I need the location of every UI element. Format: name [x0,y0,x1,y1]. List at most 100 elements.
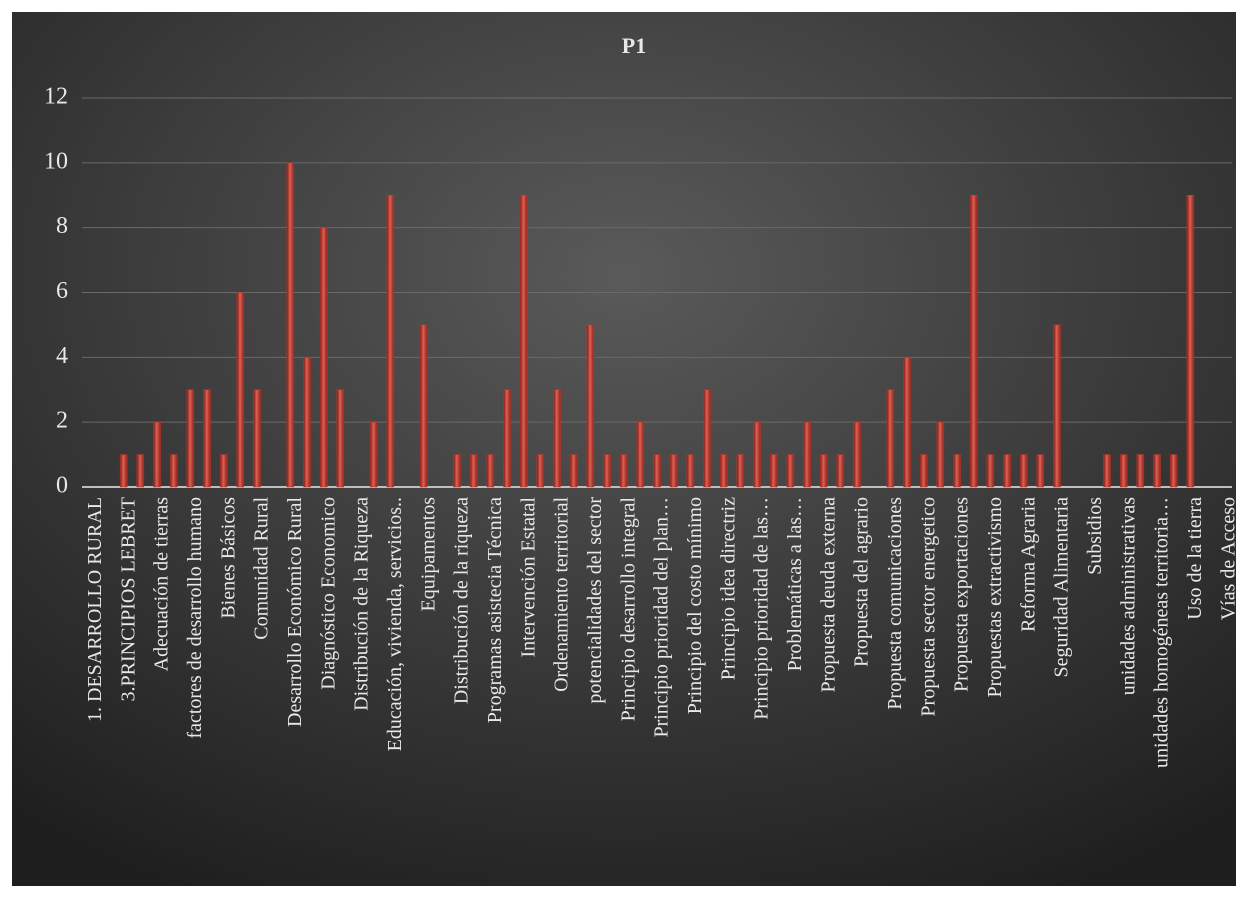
bar [853,421,861,488]
bar [769,454,778,488]
y-tick-label: 4 [56,343,68,369]
bar [803,421,811,488]
x-tick-label: Intervención Estatal [517,497,539,658]
x-tick-label: Seguridad Alimentaria [1051,497,1073,678]
x-tick-label: Reforma Agraria [1017,497,1039,632]
bar [636,421,645,488]
bar [286,162,295,488]
x-tick-label: potencialidades del sector [584,497,606,704]
bar [703,389,711,488]
bar [219,454,228,488]
bar [486,454,495,488]
bar [1003,454,1011,488]
y-tick-label: 6 [56,278,68,304]
bar [953,454,961,488]
x-tick-label: Programas asistecia Técnica [484,497,506,723]
bar [836,454,845,488]
bar [236,292,245,488]
x-tick-label: Principio prioridad de las… [751,497,773,720]
x-tick-label: Vías de Acceso [1217,497,1239,620]
x-tick-label: Principio del costo mínimo [684,497,706,714]
x-tick-label: 1. DESARROLLO RURAL [84,497,106,722]
x-tick-label: Propuesta sector energetico [917,497,939,717]
x-tick-label: Ordenamiento territorial [551,497,573,692]
bar [653,454,661,488]
bar [1053,324,1061,488]
bar [253,389,261,488]
bar [553,389,561,488]
chart-background [12,12,1236,886]
bar [369,421,378,488]
x-tick-label: factores de desarrollo humano [184,497,206,739]
x-tick-label: Principio desarrollo integral [617,497,639,722]
bar [986,454,995,488]
bar [203,389,211,488]
bar [1103,454,1111,488]
bar [336,389,345,488]
x-tick-label: 3.PRINCIPIOS LEBRET [117,497,139,701]
bar [686,454,695,488]
x-tick-label: unidades administrativas [1117,497,1139,696]
bar [136,454,145,488]
bar [169,454,178,488]
x-tick-label: Subsidios [1084,497,1106,575]
bar [153,421,161,488]
bar [386,195,395,488]
x-tick-label: Propuesta exportaciones [951,497,973,692]
bar [303,357,311,488]
bar [1169,454,1178,488]
x-tick-label: Equipamentos [417,497,439,612]
bar [1036,454,1045,488]
y-tick-label: 2 [56,408,68,434]
bar [619,454,628,488]
bar [753,421,761,488]
bar [119,454,128,488]
x-tick-label: unidades homogéneas territoria… [1151,497,1173,768]
bar [1186,195,1195,488]
x-tick-label: Bienes Básicos [217,497,239,619]
bar [503,389,511,488]
bar [886,389,895,488]
x-tick-label: Distribución de la Riqueza [351,497,373,711]
bar [319,227,328,488]
bar [669,454,678,488]
y-tick-label: 10 [44,148,68,174]
bar [969,195,978,488]
x-tick-label: Propuesta del agrario [851,497,873,667]
bar [819,454,828,488]
x-tick-label: Distribución de la riqueza [451,497,473,704]
x-tick-label: Problemáticas a las… [784,497,806,671]
bar [519,195,528,488]
bar [786,454,795,488]
bar [586,324,595,488]
bar [1153,454,1161,488]
x-tick-label: Educación, vivienda, servicios.. [384,497,406,751]
x-tick-label: Comunidad Rural [251,497,273,640]
chart-title: P1 [622,33,646,58]
y-tick-label: 8 [56,213,68,239]
bar [569,454,578,488]
x-tick-label: Propuestas extractivismo [984,497,1006,698]
x-tick-label: Uso de la tierra [1184,497,1206,620]
x-tick-label: Principio prioridad del plan… [651,497,673,738]
bar [936,421,945,488]
bar [1019,454,1028,488]
x-tick-label: Desarrollo Económico Rural [284,497,306,727]
bar [736,454,745,488]
x-tick-label: Principio idea directriz [717,497,739,680]
bar [919,454,928,488]
x-tick-label: Propuesta comunicaciones [884,497,906,710]
bar [536,454,545,488]
x-tick-label: Propuesta deuda externa [817,497,839,693]
x-tick-label: Diagnóstico Economico [317,497,339,690]
bar [603,454,611,488]
bar [469,454,478,488]
bar [719,454,728,488]
y-tick-label: 0 [56,473,68,499]
y-tick-label: 12 [44,84,68,110]
x-tick-label: Adecuación de tierras [151,497,173,672]
bar [186,389,195,488]
bar [1119,454,1128,488]
bar [453,454,461,488]
